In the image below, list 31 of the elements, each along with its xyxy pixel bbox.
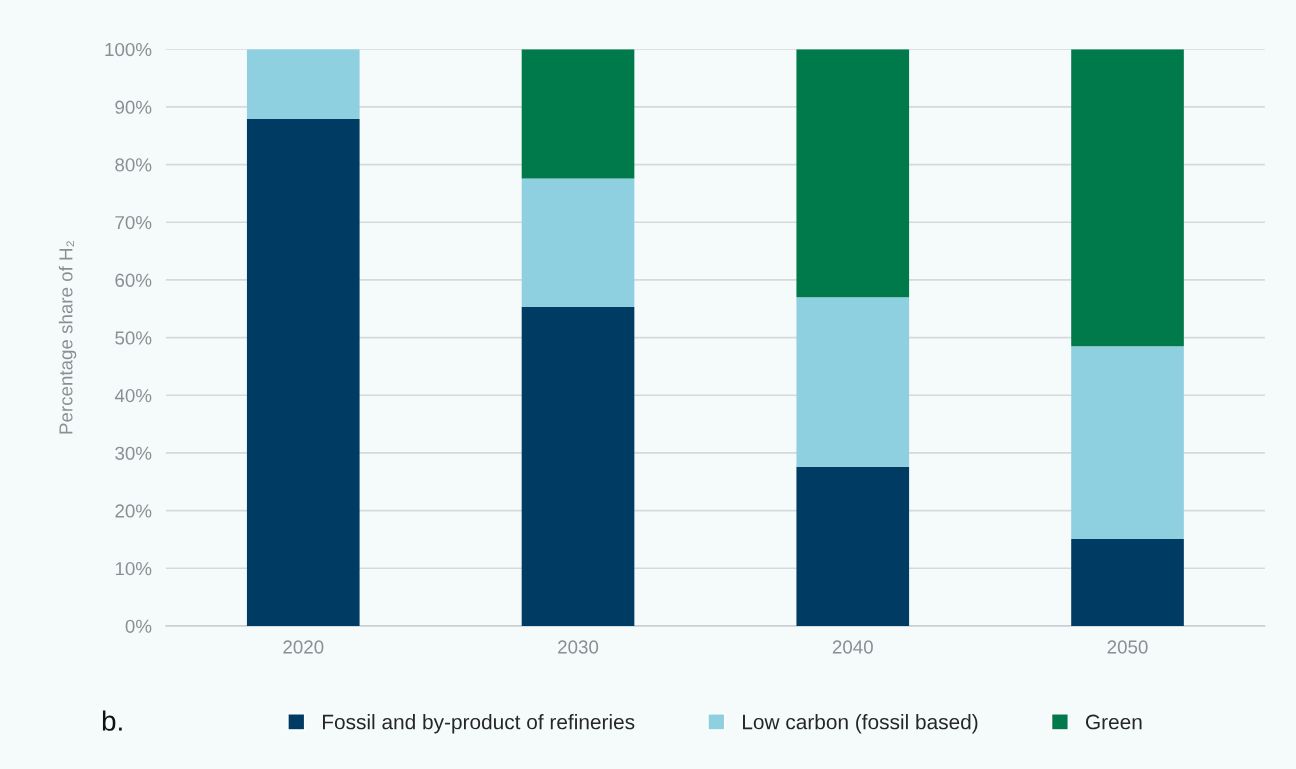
y-tick-label: 10% <box>115 561 152 576</box>
bar <box>521 307 635 626</box>
bar <box>246 49 360 119</box>
y-tick-label: 80% <box>115 158 152 172</box>
y-tick-label: 50% <box>115 331 152 345</box>
y-tick-label: 40% <box>114 388 152 403</box>
y-tick-label: 60% <box>115 273 152 287</box>
y-tick-label: 0% <box>125 619 152 633</box>
bar <box>796 297 910 467</box>
bar <box>521 178 635 308</box>
bar <box>521 49 635 179</box>
x-tick-label: 2040 <box>832 640 873 654</box>
legend-label: Fossil and by-product of refineries <box>322 714 635 734</box>
text: b. <box>102 710 122 731</box>
x-tick-label: 2050 <box>1107 640 1148 654</box>
legend-label: Green <box>1085 714 1142 730</box>
y-tick-label: 100% <box>105 42 152 57</box>
bar <box>1071 346 1184 539</box>
bar <box>246 119 360 626</box>
legend-label: Low carbon (fossil based) <box>743 714 978 734</box>
x-tick-label: 2020 <box>283 640 324 654</box>
y-tick-label: 20% <box>115 504 152 518</box>
bar <box>796 49 910 298</box>
y-tick-label: 30% <box>115 446 152 460</box>
y-tick-label: 70% <box>115 215 152 230</box>
bar <box>796 466 910 626</box>
bar <box>1071 49 1184 347</box>
bar <box>1071 538 1184 626</box>
x-tick-label: 2030 <box>558 640 599 654</box>
y-tick-label: 90% <box>115 100 152 114</box>
y-axis-title: Percentage share of H₂ <box>58 241 77 434</box>
